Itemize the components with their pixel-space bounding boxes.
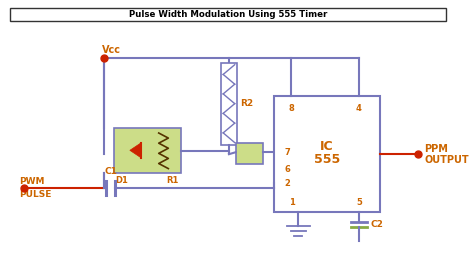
Text: PPM: PPM	[424, 144, 448, 154]
Bar	[221, 63, 237, 144]
Polygon shape	[130, 143, 141, 158]
Text: 8: 8	[289, 105, 294, 114]
Text: R1: R1	[166, 176, 179, 185]
Text: Pulse Width Modulation Using 555 Timer: Pulse Width Modulation Using 555 Timer	[129, 10, 327, 19]
Text: C1: C1	[104, 167, 117, 176]
Text: IC: IC	[320, 140, 334, 153]
Text: 7: 7	[285, 148, 291, 157]
Text: 2: 2	[285, 178, 291, 188]
Text: Vcc: Vcc	[102, 45, 121, 55]
Text: OUTPUT: OUTPUT	[424, 155, 469, 165]
Bar	[113, 128, 181, 173]
Text: C2: C2	[370, 220, 383, 229]
Text: 555: 555	[314, 153, 340, 167]
Bar	[274, 97, 380, 212]
Text: D1: D1	[116, 176, 128, 185]
Bar	[9, 8, 447, 21]
Text: 1: 1	[289, 198, 294, 207]
Text: 5: 5	[356, 198, 362, 207]
Text: 4: 4	[356, 105, 362, 114]
Text: R2: R2	[240, 99, 254, 108]
Bar	[236, 143, 263, 164]
Text: PULSE: PULSE	[19, 190, 52, 199]
Text: PWM: PWM	[19, 177, 45, 186]
Text: 6: 6	[285, 165, 291, 174]
